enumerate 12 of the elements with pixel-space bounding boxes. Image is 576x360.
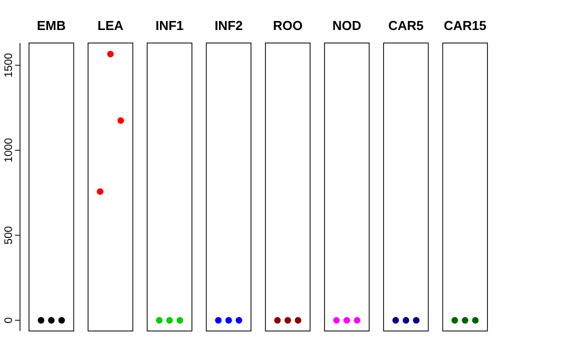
x-tick-label: NOD <box>332 18 362 33</box>
y-tick-label: 1000 <box>3 138 15 163</box>
x-tick-label: INF1 <box>155 18 184 33</box>
x-tick-label: ROO <box>272 18 303 33</box>
y-tick-label: 1500 <box>3 53 15 78</box>
x-tick-label: LEA <box>97 18 124 33</box>
x-tick-label: INF2 <box>214 18 243 33</box>
y-tick-label: 0 <box>3 317 15 324</box>
x-tick-label: CAR5 <box>388 18 424 33</box>
x-tick-label: EMB <box>36 18 66 33</box>
y-tick-label: 500 <box>3 226 15 244</box>
x-tick-label: CAR15 <box>444 18 486 33</box>
